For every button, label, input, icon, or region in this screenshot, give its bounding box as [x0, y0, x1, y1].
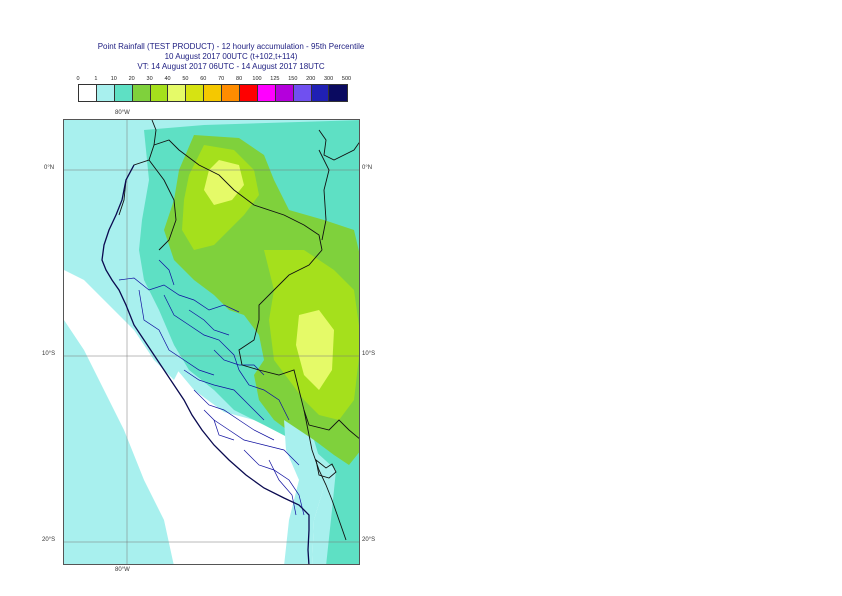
legend-swatch-14 — [329, 85, 348, 101]
legend-ticks: 0 1 10 20 30 40 50 60 70 80 100 125 150 200 300 500 — [76, 76, 352, 84]
country-borders — [118, 120, 359, 541]
admin-line-2 — [138, 289, 215, 376]
legend-color-bar — [78, 84, 349, 102]
admin-line-8 — [238, 369, 290, 421]
legend-swatch-0 — [79, 85, 97, 101]
admin-line-3 — [163, 294, 240, 371]
legend-tick-10: 100 — [252, 76, 262, 82]
label-lat-0-right: 0°N — [362, 165, 373, 171]
admin-line-9 — [243, 449, 305, 516]
legend-swatch-2 — [114, 85, 133, 101]
admin-line-5 — [183, 369, 265, 421]
lat-lon-grid — [64, 120, 359, 564]
label-lon-bottom: 80°W — [115, 567, 130, 573]
legend-tick-7: 60 — [200, 76, 207, 82]
border-brazil-colombia — [318, 149, 330, 241]
border-colombia-venezuela — [318, 129, 359, 161]
legend-ticks-container: 0 1 10 20 30 40 50 60 70 80 100 125 150 200 300 500 — [76, 76, 352, 84]
legend-tick-15: 500 — [341, 76, 352, 82]
legend-tick-3: 20 — [128, 76, 135, 82]
legend-tick-1: 1 — [94, 76, 98, 82]
legend-tick-5: 40 — [164, 76, 171, 82]
admin-line-11 — [213, 349, 265, 376]
title-line-2: 10 August 2017 00UTC (t+102,t+114) — [164, 52, 298, 61]
legend-swatch-9 — [240, 85, 258, 101]
label-lat-20-left: 20°S — [42, 537, 56, 543]
admin-line-4 — [188, 309, 230, 336]
rainfall-map — [64, 120, 359, 564]
legend-tick-4: 30 — [146, 76, 153, 82]
title-line-3: VT: 14 August 2017 06UTC - 14 August 201… — [137, 62, 325, 71]
label-lon-top: 80°W — [115, 110, 130, 116]
legend-swatch-5 — [168, 85, 187, 101]
legend-tick-14: 300 — [324, 76, 334, 82]
coastline — [101, 164, 310, 564]
legend-swatch-4 — [150, 85, 169, 101]
legend-tick-6: 50 — [182, 76, 189, 82]
label-lat-0-left: 0°N — [44, 165, 55, 171]
admin-line-6 — [193, 389, 275, 441]
legend-tick-9: 80 — [236, 76, 243, 82]
legend-tick-13: 200 — [306, 76, 316, 82]
admin-line-13 — [203, 409, 235, 441]
label-lat-10-left: 10°S — [42, 351, 56, 357]
admin-line-10 — [268, 459, 297, 516]
admin-boundaries — [118, 259, 305, 516]
legend-swatch-13 — [311, 85, 330, 101]
label-lat-20-right: 20°S — [362, 537, 376, 543]
legend-tick-2: 10 — [110, 76, 117, 82]
legend-swatch-12 — [293, 85, 312, 101]
border-peru-brazil-north — [238, 249, 323, 366]
legend-swatch-11 — [275, 85, 294, 101]
legend-swatch-8 — [222, 85, 241, 101]
legend-swatch-10 — [257, 85, 276, 101]
admin-line-12 — [158, 259, 175, 286]
admin-line-7 — [213, 419, 300, 466]
legend-swatch-1 — [96, 85, 115, 101]
legend-tick-8: 70 — [218, 76, 225, 82]
legend-tick-12: 150 — [288, 76, 298, 82]
legend-tick-11: 125 — [270, 76, 280, 82]
map-title: Point Rainfall (TEST PRODUCT) - 12 hourl… — [40, 42, 422, 72]
label-lat-10-right: 10°S — [362, 351, 376, 357]
border-colombia-ecuador — [118, 120, 157, 216]
title-line-1: Point Rainfall (TEST PRODUCT) - 12 hourl… — [97, 42, 365, 51]
legend-swatch-7 — [204, 85, 223, 101]
precip-area-light-east — [284, 420, 326, 564]
border-peru-bolivia — [303, 409, 347, 541]
map-panel — [63, 119, 360, 565]
border-colombia-peru — [153, 139, 323, 251]
precip-area-light-west — [64, 320, 174, 564]
border-ecuador-peru — [148, 159, 177, 251]
legend-swatch-6 — [186, 85, 205, 101]
admin-line-1 — [118, 277, 240, 313]
lake-titicaca — [315, 458, 337, 479]
legend-tick-0: 0 — [76, 76, 80, 82]
precip-area-yellow — [204, 160, 334, 390]
legend-swatch-3 — [132, 85, 151, 101]
